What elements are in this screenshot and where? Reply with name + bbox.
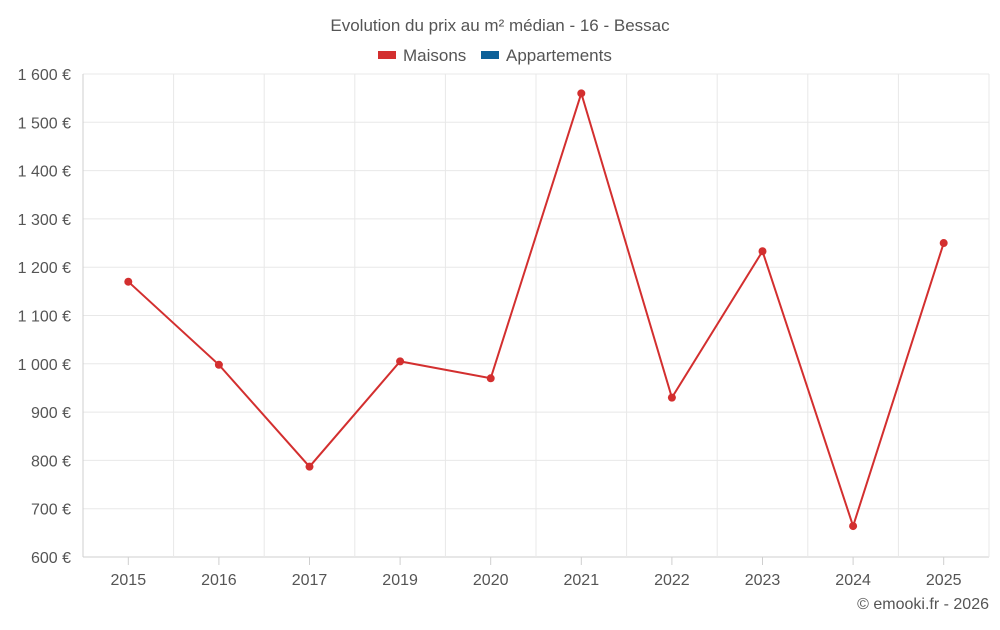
data-point-maisons[interactable] <box>124 277 133 286</box>
y-tick-label: 900 € <box>31 405 71 422</box>
data-point-maisons[interactable] <box>396 357 405 366</box>
legend-swatch-appartements <box>481 51 499 59</box>
data-point-maisons[interactable] <box>758 247 767 256</box>
legend-swatch-maisons <box>378 51 396 59</box>
credit-text: © emooki.fr - 2026 <box>857 596 989 613</box>
y-tick-label: 1 300 € <box>18 212 71 229</box>
legend-item-maisons[interactable]: Maisons <box>378 46 466 65</box>
legend-item-appartements[interactable]: Appartements <box>481 46 612 65</box>
legend-label-appartements: Appartements <box>506 46 612 65</box>
x-tick-label: 2023 <box>745 572 781 589</box>
x-tick-label: 2022 <box>654 572 690 589</box>
y-axis-ticks: 600 € 700 € 800 € 900 € 1 000 € 1 100 € 1 200 … <box>18 67 71 567</box>
legend-label-maisons: Maisons <box>403 46 466 65</box>
y-tick-label: 600 € <box>31 550 71 567</box>
x-tick-label: 2021 <box>564 572 600 589</box>
x-tick-label: 2024 <box>835 572 871 589</box>
data-point-maisons[interactable] <box>214 360 223 369</box>
x-tick-label: 2025 <box>926 572 962 589</box>
y-tick-label: 1 100 € <box>18 309 71 326</box>
x-tick-label: 2017 <box>292 572 328 589</box>
data-point-maisons[interactable] <box>939 239 948 248</box>
y-tick-label: 800 € <box>31 453 71 470</box>
chart-legend: Maisons Appartements <box>378 46 612 65</box>
chart-title: Evolution du prix au m² médian - 16 - Be… <box>330 16 670 35</box>
series-line-maisons <box>127 89 945 530</box>
y-tick-label: 1 400 € <box>18 164 71 181</box>
y-tick-label: 1 500 € <box>18 115 71 132</box>
x-axis-ticks: 2015 2016 2017 2019 2020 2021 2022 2023 2024 2025 <box>111 557 962 589</box>
data-point-maisons[interactable] <box>577 89 586 98</box>
x-tick-label: 2019 <box>382 572 418 589</box>
series-layer <box>124 89 948 531</box>
x-tick-label: 2015 <box>111 572 147 589</box>
y-tick-label: 1 600 € <box>18 67 71 84</box>
data-point-maisons[interactable] <box>486 374 495 383</box>
grid-lines <box>82 73 990 558</box>
data-point-maisons[interactable] <box>667 393 676 402</box>
x-tick-label: 2020 <box>473 572 509 589</box>
y-tick-label: 700 € <box>31 502 71 519</box>
y-tick-label: 1 000 € <box>18 357 71 374</box>
data-point-maisons[interactable] <box>305 462 314 471</box>
y-tick-label: 1 200 € <box>18 260 71 277</box>
data-point-maisons[interactable] <box>849 522 858 531</box>
x-tick-label: 2016 <box>201 572 237 589</box>
